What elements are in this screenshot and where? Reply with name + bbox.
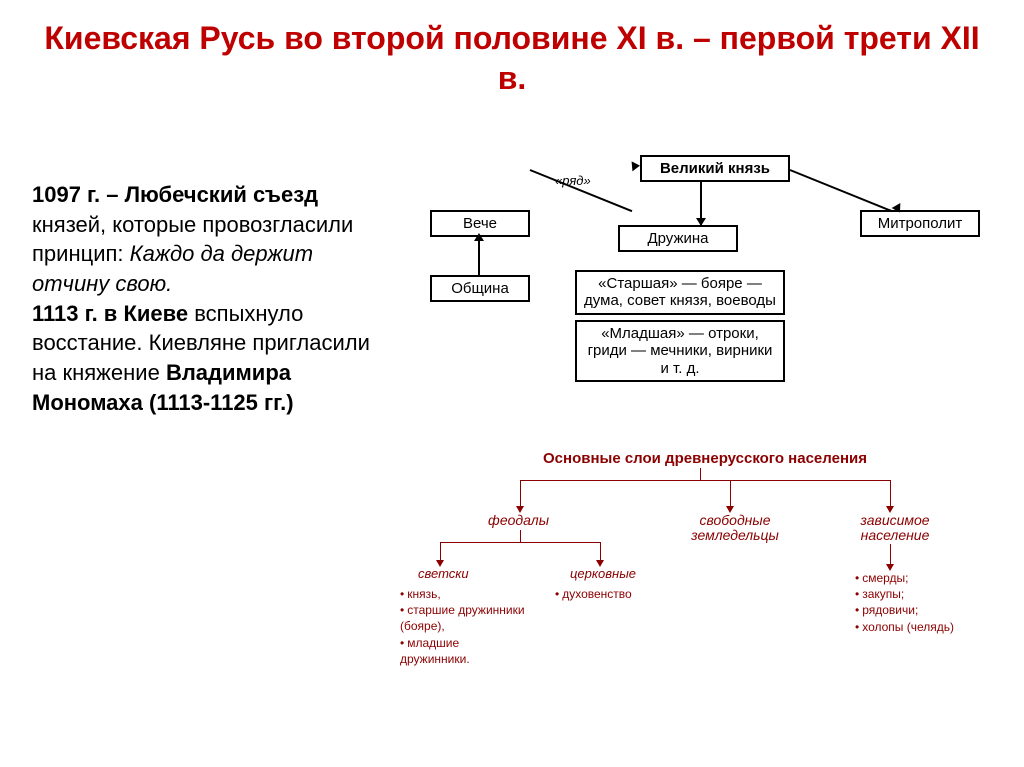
node-dependent: зависимое население xyxy=(850,513,940,542)
connector xyxy=(478,237,480,275)
box-grand-prince: Великий князь xyxy=(640,155,790,182)
tree-line xyxy=(600,542,601,562)
box-senior-druzhina: «Старшая» — бояре — дума, совет князя, в… xyxy=(575,270,785,315)
node-feudals: феодалы xyxy=(488,513,549,528)
box-metropolitan: Митрополит xyxy=(860,210,980,237)
lyubech-date: 1097 г. – Любечский съезд xyxy=(32,182,318,207)
list-item: закупы; xyxy=(855,587,904,601)
list-item: духовенство xyxy=(555,587,632,601)
tree-line xyxy=(520,480,521,508)
subnode-church: церковные xyxy=(570,566,636,581)
tree-line xyxy=(520,480,890,481)
subnode-secular: светски xyxy=(418,566,469,581)
arrow-icon xyxy=(696,218,706,226)
tree-line xyxy=(700,468,701,480)
tree-line xyxy=(890,544,891,566)
arrow-icon xyxy=(474,233,484,241)
list-dependent: смерды; закупы; рядовичи; холопы (челядь… xyxy=(855,570,995,635)
page-title: Киевская Русь во второй половине XI в. –… xyxy=(0,0,1024,104)
list-item: рядовичи; xyxy=(855,603,918,617)
population-tree-diagram: Основные слои древнерусского населения ф… xyxy=(400,450,1010,750)
power-structure-diagram: Великий князь Вече Община Дружина Митроп… xyxy=(400,155,1010,365)
box-druzhina: Дружина xyxy=(618,225,738,252)
kiev-1113: 1113 г. в Киеве xyxy=(32,301,188,326)
connector xyxy=(790,169,893,212)
pop-tree-title: Основные слои древнерусского населения xyxy=(520,450,890,467)
box-junior-druzhina: «Младшая» — отроки, гриди — мечники, вир… xyxy=(575,320,785,382)
left-text-block: 1097 г. – Любечский съезд князей, которы… xyxy=(32,180,372,418)
list-item: холопы (челядь) xyxy=(855,620,954,634)
arrow-icon xyxy=(632,161,641,172)
list-secular: князь, старшие дружинники (бояре), младш… xyxy=(400,586,530,667)
tree-line xyxy=(730,480,731,508)
tree-line xyxy=(440,542,600,543)
tree-line xyxy=(440,542,441,562)
list-item: старшие дружинники (бояре), xyxy=(400,603,525,633)
box-obshchina: Община xyxy=(430,275,530,302)
list-item: князь, xyxy=(400,587,441,601)
tree-line xyxy=(520,530,521,542)
tree-line xyxy=(890,480,891,508)
node-free-farmers: свободные земледельцы xyxy=(680,513,790,542)
list-church: духовенство xyxy=(555,586,665,602)
list-item: младшие дружинники. xyxy=(400,636,470,666)
list-item: смерды; xyxy=(855,571,909,585)
